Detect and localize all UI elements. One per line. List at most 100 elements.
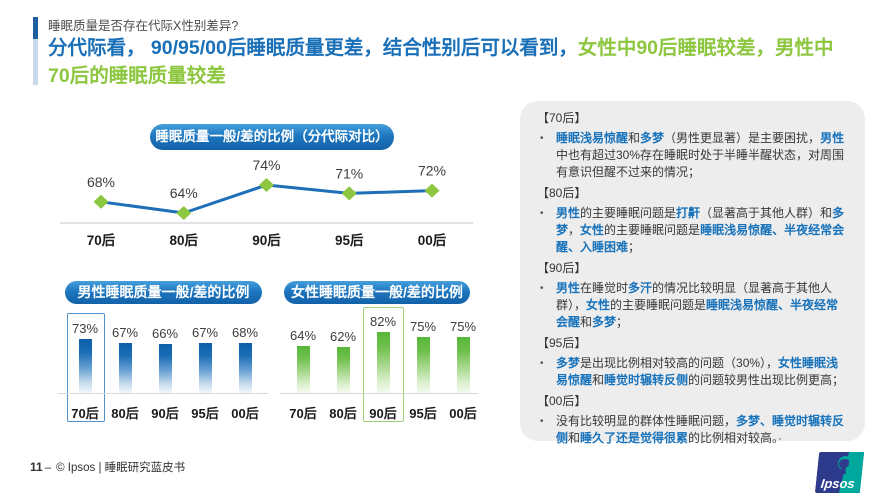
bar-value-label: 67% [191, 325, 219, 340]
bar-value-label: 73% [71, 321, 99, 336]
emphasis-text: 女性 [580, 223, 605, 237]
panel-bullet: • 没有比较明显的群体性睡眠问题，多梦、睡觉时辗转反侧和睡久了还是觉得很累的比例相… [537, 413, 850, 447]
bar [238, 343, 252, 393]
accent-bar-bottom [33, 39, 38, 85]
diamond-marker [259, 178, 274, 192]
bar-value-label: 75% [449, 319, 477, 334]
plain-text: 没有比较明显的群体性睡眠问题， [556, 414, 737, 428]
plain-text: 中也有超过30%存在睡眠时处于半睡半醒状态，对周围有意识但醒不过来的情况； [556, 148, 845, 179]
emphasis-text: 睡眠浅易惊醒、半夜经常会醒、入睡困难 [556, 223, 845, 254]
emphasis-text: 多梦 [556, 206, 845, 237]
line-category-label: 95后 [335, 232, 364, 248]
emphasis-text: 多梦 [592, 315, 617, 329]
bar-value-label: 68% [231, 325, 259, 340]
bullet-text: 没有比较明显的群体性睡眠问题，多梦、睡觉时辗转反侧和睡久了还是觉得很累的比例相对… [556, 413, 850, 447]
emphasis-text: 多梦 [556, 356, 581, 370]
bullet-text: 男性的主要睡眠问题是打鼾（显著高于其他人群）和多梦，女性的主要睡眠问题是睡眠浅易… [556, 205, 850, 256]
bar-value-label: 62% [329, 329, 357, 344]
panel-section-header: 【90后】 [537, 261, 587, 275]
bar [376, 332, 390, 393]
panel-section-header: 【00后】 [537, 394, 587, 408]
bullet-text: 睡眠浅易惊醒和多梦（男性更显著）是主要困扰，男性中也有超过30%存在睡眠时处于半… [556, 130, 850, 181]
female-chart-title-pill: 女性睡眠质量一般/差的比例 [284, 281, 470, 304]
line-chart-title-pill: 睡眠质量一般/差的比例（分代际对比） [150, 124, 394, 150]
panel-bullet: • 睡眠浅易惊醒和多梦（男性更显著）是主要困扰，男性中也有超过30%存在睡眠时处于… [537, 130, 850, 181]
panel-bullet: • 男性的主要睡眠问题是打鼾（显著高于其他人群）和多梦，女性的主要睡眠问题是睡眠浅… [537, 205, 850, 256]
plain-text: 和 [568, 431, 581, 445]
plain-text: 和 [592, 373, 605, 387]
bar [296, 346, 310, 393]
diamond-marker [176, 206, 192, 220]
plain-text: （显著高于其他人群）和 [700, 206, 833, 220]
bullet-dot: • [540, 283, 544, 294]
bullet-dot: • [540, 208, 544, 219]
bar [198, 343, 212, 393]
page-title: 分代际看， 90/95/00后睡眠质量更差，结合性别后可以看到，女性中90后睡眠… [48, 34, 868, 90]
logo-teal-block [838, 452, 865, 493]
bar-category-label: 70后 [289, 406, 317, 421]
plain-text: 的情况比较明显（显著高于其他人群）， [556, 281, 833, 312]
emphasis-text: 睡觉时辗转反侧 [604, 373, 689, 387]
diamond-marker [93, 194, 109, 209]
generation-line-chart: 68% 70后 64% 80后 74% 90后 71% 95后 72% 00后 [40, 153, 480, 253]
bar-category-label: 00后 [231, 406, 259, 421]
line-category-label: 70后 [87, 232, 116, 248]
accent-bar-top [33, 17, 38, 39]
plain-text: 的比例相对较高。· [688, 431, 783, 445]
emphasis-text: 多梦、睡觉时辗转反侧 [556, 414, 845, 445]
bar-category-label: 70后 [71, 406, 99, 421]
bar-category-label: 95后 [191, 406, 219, 421]
emphasis-text: 打鼾 [676, 206, 701, 220]
plain-text: 的主要睡眠问题是 [580, 206, 677, 220]
bar [416, 337, 430, 393]
footer-separator: – [44, 462, 52, 474]
bullet-text: 多梦是出现比例相对较高的问题（30%），女性睡眠浅易惊醒和睡觉时辗转反侧的问题较… [556, 355, 850, 389]
plain-text: 是出现比例相对较高的问题（30%）， [580, 356, 779, 370]
emphasis-text: 男性 [556, 281, 581, 295]
bar [118, 343, 132, 393]
emphasis-text: 男性 [556, 206, 581, 220]
emphasis-text: 多梦 [640, 131, 665, 145]
emphasis-text: 睡久了还是觉得很累 [580, 431, 689, 445]
line-value-label: 72% [418, 163, 446, 179]
bar-category-label: 80后 [329, 406, 357, 421]
emphasis-text: 睡眠浅易惊醒、半夜经常会醒 [556, 298, 839, 329]
male-bar-chart: 73% 70后 67% 80后 66% 90后 67% 95后 68% 00后 [58, 305, 273, 423]
bar-category-label: 90后 [369, 406, 397, 421]
bar-category-label: 00后 [449, 406, 477, 421]
plain-text: 的主要睡眠问题是 [604, 223, 701, 237]
emphasis-text: 女性 [586, 298, 611, 312]
bullet-dot: • [540, 358, 544, 369]
plain-text: ； [616, 315, 629, 329]
bar-category-label: 80后 [111, 406, 139, 421]
emphasis-text: 女性睡眠浅易惊醒 [556, 356, 839, 387]
kicker: 睡眠质量是否存在代际X性别差异? [48, 19, 239, 33]
bar-value-label: 82% [369, 314, 397, 329]
bar-value-label: 67% [111, 325, 139, 340]
bar [336, 347, 350, 393]
diamond-marker [341, 186, 357, 201]
plain-text: （男性更显著）是主要困扰， [664, 131, 821, 145]
plain-text: 的主要睡眠问题是 [610, 298, 707, 312]
title-green-segment-1: 女性中90后睡眠较差，男性中 [577, 37, 834, 59]
panel-section-header: 【80后】 [537, 186, 587, 200]
bar-chart-axis [280, 393, 478, 394]
logo-face-icon [838, 459, 850, 474]
line-chart-svg: 68% 70后 64% 80后 74% 90后 71% 95后 72% 00后 [60, 157, 473, 248]
line-category-label: 80后 [169, 232, 198, 248]
bar-category-label: 90后 [151, 406, 179, 421]
panel-section-header: 【95后】 [537, 336, 587, 350]
line-category-label: 00后 [418, 232, 447, 248]
panel-section-header: 【70后】 [537, 111, 587, 125]
plain-text: 和 [628, 131, 641, 145]
highlight-box [363, 307, 404, 422]
logo-text: Ipsos [820, 476, 855, 491]
footer-credit: © Ipsos | 睡眠研究蓝皮书 [56, 462, 186, 474]
bar-value-label: 64% [289, 328, 317, 343]
emphasis-text: 男性 [820, 131, 845, 145]
title-green-segment-2: 70后的睡眠质量较差 [48, 65, 226, 87]
bar [158, 344, 172, 393]
insights-panel: 【70后】 • 睡眠浅易惊醒和多梦（男性更显著）是主要困扰，男性中也有超过30%存在… [520, 101, 865, 445]
ipsos-logo: Ipsos [815, 452, 865, 493]
diamond-marker [424, 183, 440, 198]
